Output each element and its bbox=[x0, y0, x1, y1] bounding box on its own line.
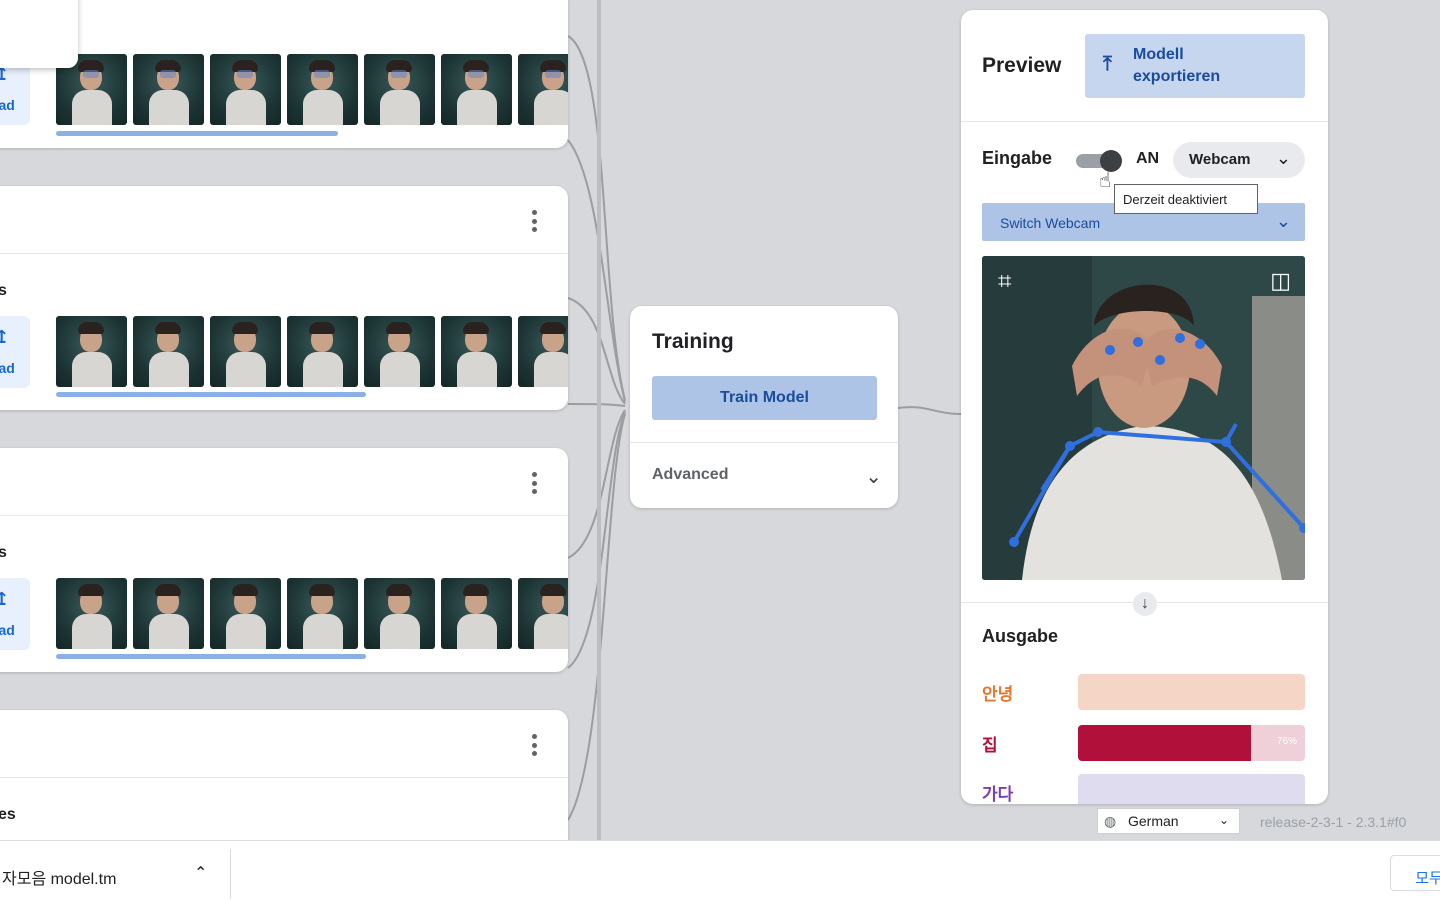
advanced-label: Advanced bbox=[652, 466, 729, 483]
sample-thumbnails bbox=[56, 316, 568, 387]
download-filename[interactable]: 자모음 model.tm bbox=[2, 871, 117, 888]
sample-thumbnail[interactable] bbox=[133, 316, 204, 387]
output-class-label: 가다 bbox=[982, 785, 1014, 804]
canvas: ↥ load s ↥ load bbox=[0, 0, 1407, 840]
output-confidence-bar bbox=[1078, 774, 1305, 804]
chevron-up-icon[interactable]: ⌃ bbox=[194, 865, 208, 882]
canvas-divider bbox=[597, 0, 601, 840]
sample-thumbnail[interactable] bbox=[210, 316, 281, 387]
preview-title: Preview bbox=[982, 54, 1062, 77]
sample-thumbnail[interactable] bbox=[287, 578, 358, 649]
sample-thumbnail[interactable] bbox=[56, 578, 127, 649]
training-title: Training bbox=[652, 330, 734, 353]
upload-icon: ↥ bbox=[0, 589, 10, 609]
sample-thumbnail[interactable] bbox=[56, 316, 127, 387]
export-model-button[interactable]: ⤒ Modell exportieren bbox=[1085, 34, 1305, 98]
sample-thumbnail[interactable] bbox=[133, 54, 204, 125]
sample-thumbnail[interactable] bbox=[518, 54, 568, 125]
sample-thumbnails bbox=[56, 578, 568, 649]
sample-thumbnail[interactable] bbox=[518, 316, 568, 387]
card-header bbox=[0, 710, 568, 778]
toggle-state-label: AN bbox=[1136, 150, 1160, 167]
input-toggle[interactable] bbox=[1076, 150, 1122, 172]
class-label: es bbox=[0, 806, 16, 823]
release-version: release-2-3-1 - 2.3.1#f0 bbox=[1260, 814, 1407, 830]
output-label: Ausgabe bbox=[982, 626, 1059, 646]
class-card: es bbox=[0, 710, 568, 840]
output-class-label: 안녕 bbox=[982, 685, 1014, 704]
card-header bbox=[0, 448, 568, 516]
chevron-down-icon: ⌄ bbox=[1275, 211, 1291, 231]
upload-label: load bbox=[0, 360, 15, 376]
show-all-button[interactable]: 모두 bbox=[1390, 855, 1440, 891]
source-select-value: Webcam bbox=[1189, 151, 1251, 168]
download-bar: 자모음 model.tm ⌃ 모두 bbox=[0, 840, 1440, 900]
upload-button[interactable]: ↥ load bbox=[0, 578, 30, 650]
chevron-down-icon: ⌄ bbox=[1218, 813, 1229, 827]
sample-scroll-bar[interactable] bbox=[56, 131, 338, 136]
sample-scroll-bar[interactable] bbox=[56, 654, 366, 659]
divider bbox=[230, 849, 231, 899]
sample-scroll-bar[interactable] bbox=[56, 392, 366, 397]
sample-thumbnails bbox=[56, 54, 568, 125]
class-card: s ↥ load bbox=[0, 448, 568, 672]
globe-icon: ◍ bbox=[1104, 813, 1117, 829]
upload-icon: ↥ bbox=[0, 64, 10, 84]
toggle-knob bbox=[1100, 150, 1122, 172]
divider bbox=[961, 121, 1328, 122]
sample-thumbnail[interactable] bbox=[441, 54, 512, 125]
export-upload-icon: ⤒ bbox=[1103, 53, 1112, 75]
upload-label: load bbox=[0, 97, 15, 113]
connection-wires bbox=[567, 35, 962, 821]
arrow-down-icon: ↓ bbox=[1133, 592, 1157, 616]
input-source-select[interactable]: Webcam ⌄ bbox=[1173, 142, 1305, 178]
sample-thumbnail[interactable] bbox=[364, 316, 435, 387]
upload-label: load bbox=[0, 622, 15, 638]
chevron-down-icon: ⌄ bbox=[1275, 148, 1291, 168]
sample-thumbnail[interactable] bbox=[287, 316, 358, 387]
flip-icon[interactable]: ◫ bbox=[1270, 268, 1291, 293]
output-confidence-bar bbox=[1078, 674, 1305, 710]
output-confidence-bar: 76% bbox=[1078, 725, 1305, 761]
advanced-toggle[interactable]: Advanced ⌄ bbox=[652, 456, 882, 496]
sample-thumbnail[interactable] bbox=[287, 54, 358, 125]
divider bbox=[630, 442, 898, 443]
popup-menu bbox=[0, 0, 78, 68]
chevron-down-icon: ⌄ bbox=[865, 466, 882, 488]
language-select[interactable]: ◍ German ⌄ bbox=[1097, 808, 1240, 834]
output-percent: 76% bbox=[1276, 736, 1297, 747]
class-label: s bbox=[0, 282, 7, 299]
export-label: Modell exportieren bbox=[1133, 46, 1221, 85]
sample-thumbnail[interactable] bbox=[441, 316, 512, 387]
sample-thumbnail[interactable] bbox=[133, 578, 204, 649]
card-header bbox=[0, 186, 568, 254]
language-value: German bbox=[1128, 813, 1179, 829]
sample-thumbnail[interactable] bbox=[518, 578, 568, 649]
sample-thumbnail[interactable] bbox=[364, 578, 435, 649]
sample-thumbnail[interactable] bbox=[210, 54, 281, 125]
class-label: s bbox=[0, 544, 7, 561]
upload-button[interactable]: ↥ load bbox=[0, 316, 30, 388]
output-class-label: 집 bbox=[982, 736, 998, 755]
preview-panel: Preview ⤒ Modell exportieren Eingabe AN … bbox=[961, 10, 1328, 804]
upload-icon: ↥ bbox=[0, 327, 10, 347]
output-confidence-fill bbox=[1078, 725, 1251, 761]
more-options-icon[interactable] bbox=[530, 472, 538, 494]
sample-thumbnail[interactable] bbox=[441, 578, 512, 649]
class-card: ↥ load bbox=[0, 0, 568, 148]
mouse-cursor-icon: ☝ bbox=[1099, 170, 1112, 192]
switch-webcam-label: Switch Webcam bbox=[1000, 215, 1101, 231]
crop-icon[interactable]: ⌗ bbox=[998, 268, 1012, 295]
input-label: Eingabe bbox=[982, 148, 1053, 168]
training-card: Training Train Model Advanced ⌄ bbox=[630, 306, 898, 508]
webcam-image bbox=[982, 256, 1305, 580]
more-options-icon[interactable] bbox=[530, 734, 538, 756]
sample-thumbnail[interactable] bbox=[210, 578, 281, 649]
sample-thumbnail[interactable] bbox=[364, 54, 435, 125]
tooltip: Derzeit deaktiviert bbox=[1114, 184, 1258, 214]
class-card: s ↥ load bbox=[0, 186, 568, 410]
train-model-button[interactable]: Train Model bbox=[652, 376, 877, 420]
webcam-feed: ⌗ ◫ bbox=[982, 256, 1305, 580]
more-options-icon[interactable] bbox=[530, 210, 538, 232]
